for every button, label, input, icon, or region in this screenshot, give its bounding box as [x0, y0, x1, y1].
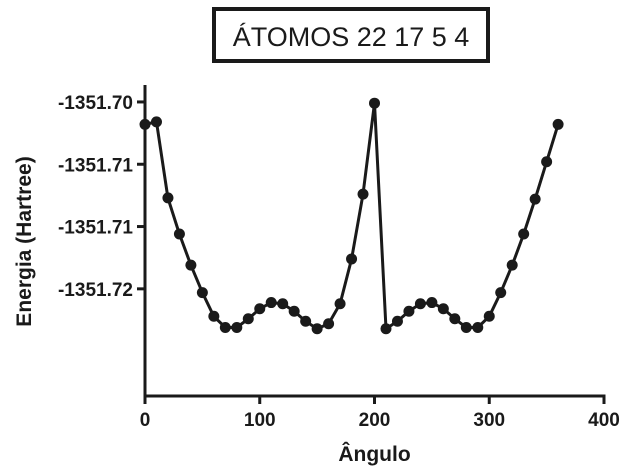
x-ticks: 0 100 200 300 400: [140, 396, 620, 431]
data-point: [391, 315, 403, 327]
data-point: [449, 313, 461, 325]
data-point: [242, 313, 254, 325]
data-point: [346, 253, 358, 265]
data-point: [311, 323, 323, 335]
data-point: [265, 297, 277, 309]
data-point: [185, 259, 197, 271]
data-point: [426, 297, 438, 309]
x-tick-label: 100: [244, 410, 276, 431]
data-point: [323, 318, 335, 330]
data-point: [380, 323, 392, 335]
y-axis-title: Energia (Hartree): [13, 156, 36, 326]
data-point: [414, 298, 426, 310]
x-axis-title: Ângulo: [338, 442, 410, 466]
data-point: [139, 118, 151, 130]
data-point: [300, 315, 312, 327]
data-point: [483, 310, 495, 322]
data-point: [518, 228, 530, 240]
y-tick-label: -1351.71: [58, 155, 133, 176]
data-point: [506, 259, 518, 271]
data-point: [437, 303, 449, 315]
data-point: [288, 305, 300, 317]
series-layer: [139, 97, 564, 335]
data-point: [231, 321, 243, 333]
chart-title: ÁTOMOS 22 17 5 4: [233, 22, 470, 52]
data-point: [495, 287, 507, 299]
y-tick-label: -1351.70: [58, 93, 133, 114]
data-point: [277, 298, 289, 310]
data-point: [357, 188, 369, 200]
x-tick-label: 300: [473, 410, 505, 431]
data-point: [150, 116, 162, 128]
data-point: [541, 156, 553, 168]
x-tick-label: 400: [588, 410, 620, 431]
data-point: [460, 321, 472, 333]
data-point: [254, 303, 266, 315]
data-point: [173, 228, 185, 240]
data-point: [472, 321, 484, 333]
data-point: [208, 310, 220, 322]
data-point: [369, 97, 380, 109]
data-point: [552, 118, 564, 130]
data-point: [529, 193, 541, 205]
y-tick-label: -1351.72: [58, 280, 133, 301]
data-point: [334, 298, 346, 310]
data-point: [196, 287, 208, 299]
data-point: [403, 305, 415, 317]
title-frame: [212, 7, 490, 63]
y-tick-label: -1351.71: [58, 218, 133, 239]
x-tick-label: 200: [359, 410, 391, 431]
y-ticks: -1351.70 -1351.71 -1351.71 -1351.72: [58, 93, 145, 301]
x-tick-label: 0: [140, 410, 151, 431]
data-point: [219, 321, 231, 333]
data-point: [162, 192, 174, 204]
chart-title-box: ÁTOMOS 22 17 5 4: [212, 7, 490, 63]
